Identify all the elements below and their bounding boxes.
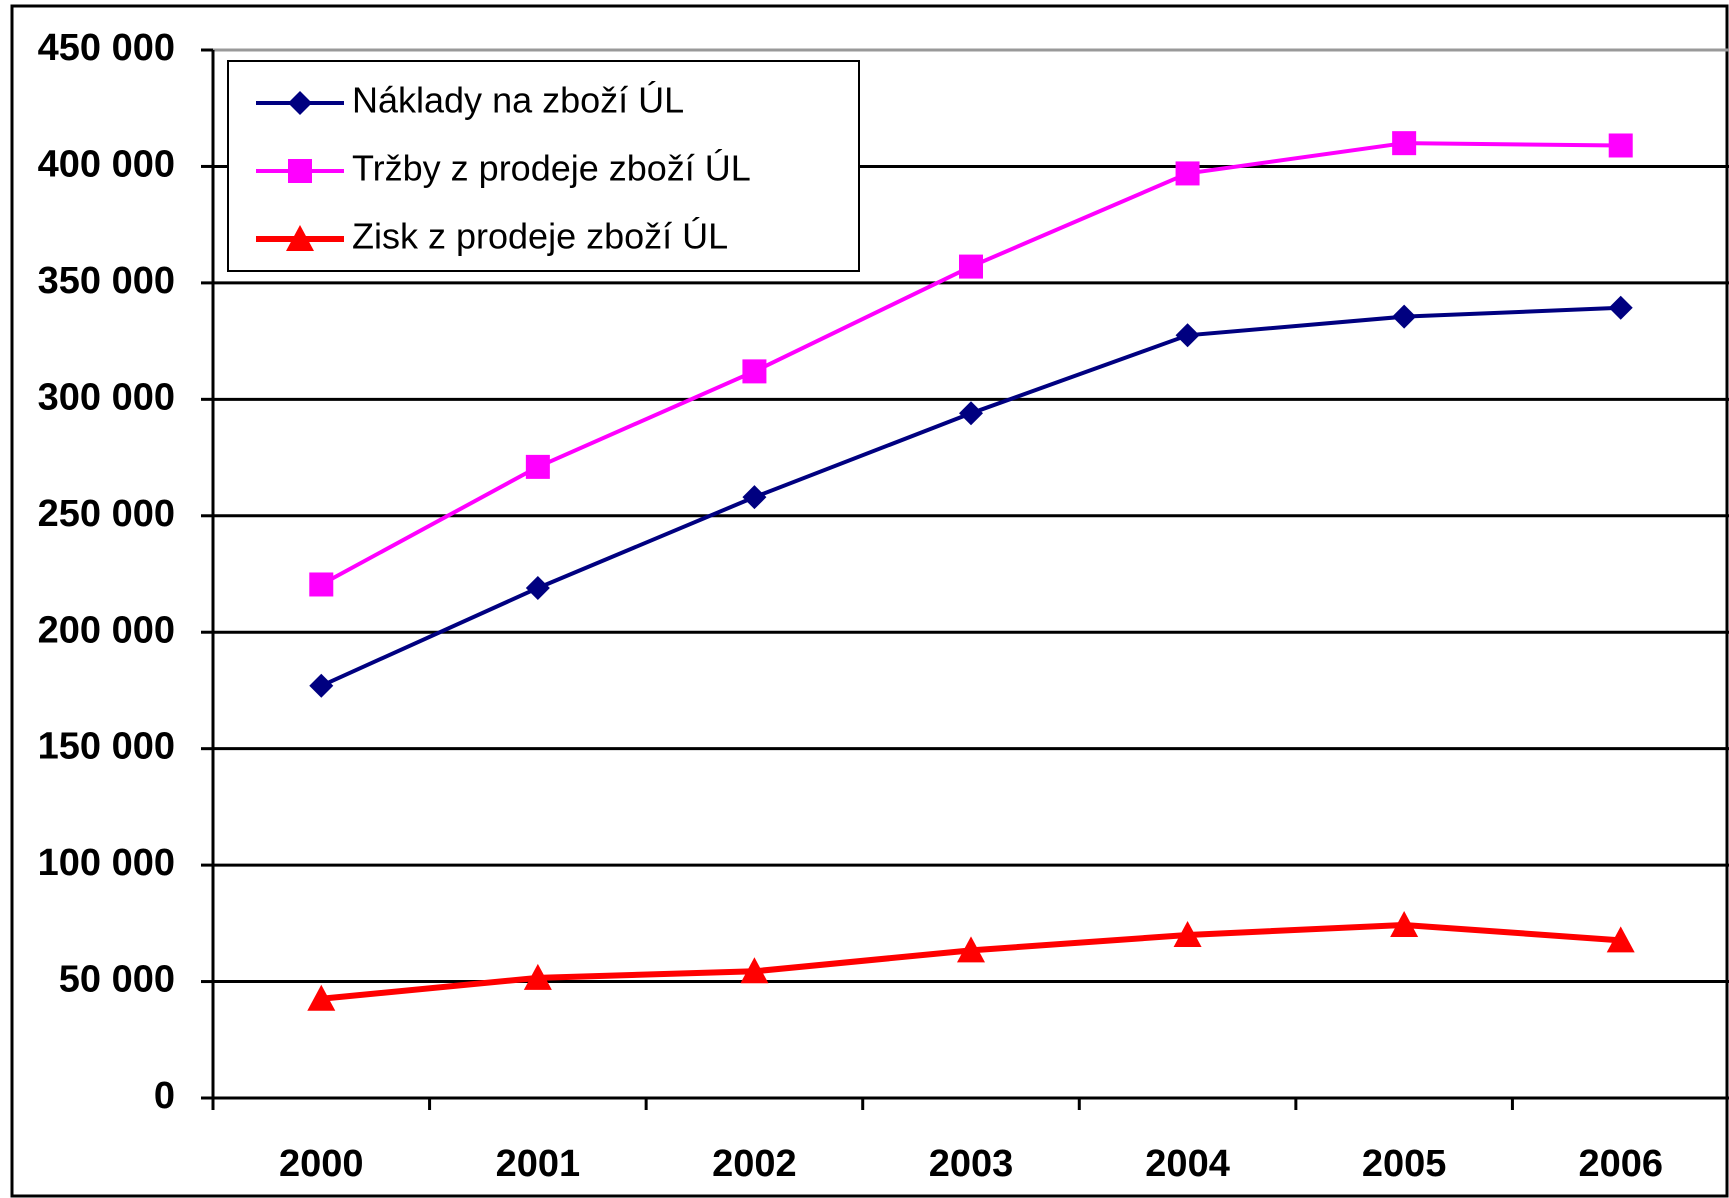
- x-tick-label: 2005: [1362, 1143, 1447, 1185]
- y-tick-label: 450 000: [38, 27, 175, 69]
- x-tick-label: 2000: [279, 1143, 364, 1185]
- legend-label: Tržby z prodeje zboží ÚL: [352, 148, 751, 189]
- chart-frame: [10, 4, 1729, 1198]
- y-tick-label: 350 000: [38, 260, 175, 302]
- marker: [742, 359, 767, 384]
- x-tick-label: 2003: [929, 1143, 1014, 1185]
- y-tick-label: 100 000: [38, 842, 175, 884]
- marker: [1608, 133, 1633, 158]
- x-tick-label: 2002: [712, 1143, 797, 1185]
- marker: [1175, 323, 1200, 348]
- legend-label: Zisk z prodeje zboží ÚL: [352, 216, 728, 257]
- marker: [959, 254, 983, 279]
- x-tick-label: 2004: [1145, 1143, 1230, 1185]
- y-tick-label: 300 000: [38, 376, 175, 418]
- marker: [309, 572, 334, 597]
- y-tick-label: 0: [154, 1075, 175, 1117]
- marker: [525, 575, 550, 600]
- marker: [1608, 295, 1633, 320]
- marker: [1173, 920, 1202, 947]
- marker: [525, 454, 550, 479]
- marker: [957, 936, 985, 963]
- series-line: [320, 305, 1621, 688]
- legend-label: Náklady na zboží ÚL: [352, 80, 684, 121]
- marker: [523, 963, 552, 990]
- marker: [1392, 131, 1417, 156]
- marker: [1175, 161, 1200, 186]
- y-tick-label: 250 000: [38, 493, 175, 535]
- y-tick-label: 50 000: [59, 959, 175, 1001]
- y-tick-label: 200 000: [38, 609, 175, 651]
- marker: [307, 984, 336, 1011]
- y-tick-label: 150 000: [38, 726, 175, 768]
- marker: [1606, 926, 1635, 953]
- marker: [740, 957, 769, 984]
- marker: [286, 225, 314, 251]
- x-tick-label: 2001: [496, 1143, 581, 1185]
- marker: [288, 159, 312, 183]
- marker: [742, 485, 767, 510]
- marker: [959, 401, 983, 426]
- x-tick-label: 2006: [1578, 1143, 1663, 1185]
- y-tick-label: 400 000: [38, 143, 175, 185]
- marker: [288, 91, 312, 115]
- marker: [1392, 304, 1417, 329]
- marker: [1390, 910, 1419, 937]
- marker: [309, 673, 334, 698]
